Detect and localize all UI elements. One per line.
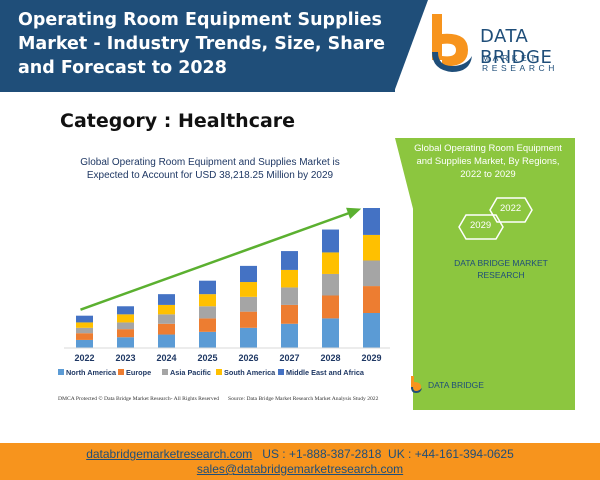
x-tick-label: 2023	[115, 353, 135, 363]
legend-swatch	[162, 369, 168, 375]
chart-title-line-2: Expected to Account for USD 38,218.25 Mi…	[86, 170, 334, 181]
logo-area	[394, 0, 600, 92]
legend-swatch	[58, 369, 64, 375]
logo-subtitle: MARKET RESEARCH	[482, 53, 559, 73]
stacked-bar-chart: 2022 2023 2024 2025 2026 2027 2028 2029 North Am…	[58, 207, 390, 377]
source-footnote: Source: Data Bridge Market Research Mark…	[228, 396, 379, 402]
bar-segment-north-america-2022	[76, 339, 93, 348]
bar-segment-north-america-2025	[199, 331, 216, 348]
logo-name: DATA BRIDGE	[480, 26, 553, 68]
title-line-3: and Forecast to 2028	[18, 58, 227, 78]
regions-panel-brand: DATA BRIDGE MARKET RESEARCH	[436, 257, 566, 281]
bar-segment-asia-pacific-2027	[281, 287, 298, 305]
regions-panel-title: Global Operating Room Equipment and Supp…	[403, 142, 573, 181]
bar-segment-south-america-2022	[76, 322, 93, 328]
bar-segment-asia-pacific-2026	[240, 296, 257, 312]
regions-title-line-2: and Supplies Market, By Regions,	[416, 156, 560, 167]
bar-segment-north-america-2028	[322, 318, 339, 348]
bar-segment-asia-pacific-2028	[322, 273, 339, 296]
bar-segment-south-america-2028	[322, 252, 339, 274]
bar-segment-europe-2027	[281, 304, 298, 324]
bar-segment-south-america-2026	[240, 282, 257, 297]
hexagon-label-2022: 2022	[500, 203, 522, 214]
bar-segment-europe-2024	[158, 323, 175, 335]
bar-segment-europe-2023	[117, 329, 134, 338]
email-link[interactable]: sales@databridgemarketresearch.com	[196, 462, 404, 476]
footer-bar	[0, 443, 600, 480]
mini-logo-icon	[411, 376, 422, 393]
chart-title-line-1: Global Operating Room Equipment and Supp…	[80, 157, 340, 168]
category-heading: Category : Healthcare	[60, 110, 296, 132]
bar-segment-south-america-2023	[117, 314, 134, 323]
x-tick-label: 2029	[361, 353, 381, 363]
bar-segment-south-america-2025	[199, 294, 216, 307]
website-link[interactable]: databridgemarketresearch.com	[86, 447, 253, 461]
bar-segment-south-america-2024	[158, 304, 175, 315]
legend-swatch	[216, 369, 222, 375]
regions-title-line-1: Global Operating Room Equipment	[414, 143, 562, 154]
phone-numbers: US : +1-888-387-2818 UK : +44-161-394-06…	[262, 447, 514, 461]
mini-logo-name: DATA BRIDGE	[428, 380, 484, 390]
bar-segment-north-america-2026	[240, 327, 257, 348]
bar-segment-asia-pacific-2022	[76, 327, 93, 334]
bar-segment-europe-2022	[76, 333, 93, 340]
bar-segment-europe-2025	[199, 318, 216, 332]
regions-title-line-3: 2022 to 2029	[460, 169, 516, 180]
footer-email-line: sales@databridgemarketresearch.com	[0, 462, 600, 476]
trend-arrow-head	[346, 207, 362, 220]
bar-segment-south-america-2029	[363, 234, 380, 261]
title-line-1: Operating Room Equipment Supplies	[18, 10, 382, 30]
bar-segment-europe-2029	[363, 286, 380, 313]
bar-segment-middle-east-and-africa-2027	[281, 251, 298, 270]
trend-arrow-line	[80, 208, 358, 311]
brand-line-2: RESEARCH	[477, 270, 525, 280]
hexagon-label-2029: 2029	[470, 220, 492, 231]
footer-contact-line: databridgemarketresearch.com US : +1-888…	[0, 447, 600, 461]
bar-segment-middle-east-and-africa-2026	[240, 265, 257, 283]
bar-segment-europe-2028	[322, 295, 339, 319]
bar-segment-middle-east-and-africa-2025	[199, 280, 216, 295]
page-title: Operating Room Equipment Supplies Market…	[18, 8, 398, 80]
x-tick-label: 2026	[238, 353, 258, 363]
bar-segment-middle-east-and-africa-2029	[363, 208, 380, 235]
bar-segment-middle-east-and-africa-2028	[322, 229, 339, 253]
bar-segment-north-america-2029	[363, 313, 380, 348]
bar-segment-europe-2026	[240, 311, 257, 328]
bar-segment-north-america-2027	[281, 323, 298, 348]
title-line-2: Market - Industry Trends, Size, Share	[18, 34, 385, 54]
logo-icon	[432, 14, 472, 72]
bar-segment-asia-pacific-2023	[117, 322, 134, 330]
bar-segment-north-america-2023	[117, 337, 134, 348]
x-tick-label: 2025	[197, 353, 217, 363]
legend-label: North America	[66, 368, 117, 377]
legend-swatch	[118, 369, 124, 375]
brand-line-1: DATA BRIDGE MARKET	[454, 258, 548, 268]
legend-label: Asia Pacific	[170, 368, 211, 377]
legend-label: South America	[224, 368, 276, 377]
regions-panel	[395, 138, 575, 410]
bar-segment-asia-pacific-2025	[199, 306, 216, 319]
chart-title: Global Operating Room Equipment and Supp…	[60, 156, 360, 182]
bar-segment-middle-east-and-africa-2024	[158, 294, 175, 305]
bar-segment-asia-pacific-2024	[158, 314, 175, 324]
x-tick-label: 2024	[156, 353, 176, 363]
bar-segment-middle-east-and-africa-2022	[76, 315, 93, 323]
hexagon-shape	[489, 197, 533, 223]
x-tick-label: 2027	[279, 353, 299, 363]
x-tick-label: 2028	[320, 353, 340, 363]
legend-label: Middle East and Africa	[286, 368, 365, 377]
hexagon-shape	[458, 214, 504, 240]
bar-segment-north-america-2024	[158, 334, 175, 348]
legend-swatch	[278, 369, 284, 375]
bar-segment-south-america-2027	[281, 269, 298, 288]
bar-segment-middle-east-and-africa-2023	[117, 306, 134, 315]
bar-segment-asia-pacific-2029	[363, 260, 380, 287]
legend-label: Europe	[126, 368, 151, 377]
x-tick-label: 2022	[74, 353, 94, 363]
dmca-footnote: DMCA Protected © Data Bridge Market Rese…	[58, 396, 219, 402]
